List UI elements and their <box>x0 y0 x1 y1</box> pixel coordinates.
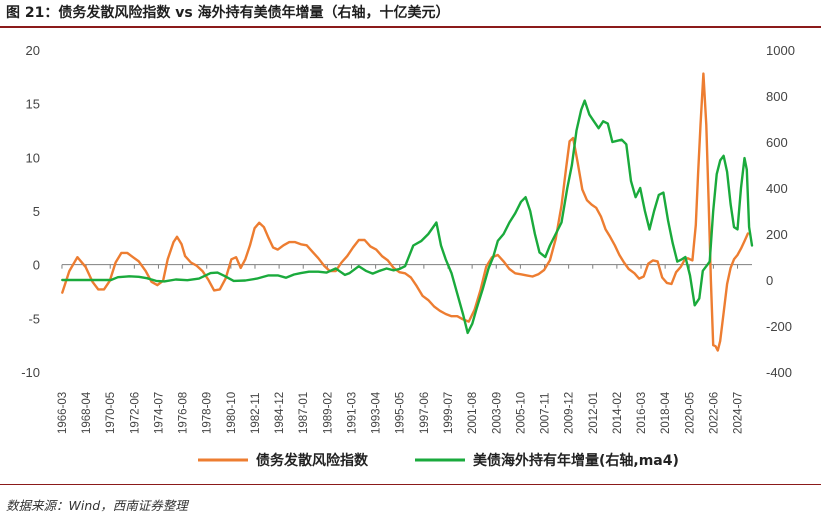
left-tick-label: 0 <box>33 258 40 273</box>
series-lines <box>61 72 754 352</box>
right-tick-label: 400 <box>766 181 788 196</box>
left-tick-label: -5 <box>28 311 40 326</box>
x-tick-label: 1982-11 <box>250 393 262 434</box>
x-tick-label: 1974-07 <box>153 392 165 434</box>
x-tick-label: 1976-08 <box>178 392 190 434</box>
x-tick-label: 1995-05 <box>395 392 407 434</box>
x-tick-label: 2014-02 <box>612 392 624 434</box>
x-tick-label: 1966-03 <box>57 392 69 434</box>
x-tick-label: 2022-06 <box>708 392 720 434</box>
x-tick-label: 1997-06 <box>419 392 431 434</box>
x-tick-label: 1987-01 <box>298 392 310 434</box>
x-tick-label: 1980-10 <box>226 392 238 434</box>
series-line-debt-risk <box>61 72 750 352</box>
x-tick-label: 2005-10 <box>515 392 527 434</box>
left-tick-label: 15 <box>26 97 40 112</box>
right-tick-label: 0 <box>766 273 773 288</box>
legend: 债务发散风险指数 美债海外持有年增量(右轴,ma4) <box>198 452 679 469</box>
x-tick-label: 1999-07 <box>443 392 455 434</box>
legend-label-foreign-holdings: 美债海外持有年增量(右轴,ma4) <box>473 452 679 469</box>
x-tick-label: 1993-04 <box>371 391 383 434</box>
x-tick-label: 2018-04 <box>660 391 672 434</box>
x-tick-label: 1978-09 <box>202 392 214 434</box>
x-tick-label: 1972-06 <box>129 392 141 434</box>
left-tick-label: 10 <box>26 150 40 165</box>
x-tick-label: 1984-12 <box>274 392 286 434</box>
right-tick-label: 200 <box>766 227 788 242</box>
x-tick-label: 1989-02 <box>322 392 334 434</box>
right-axis-ticks: 1000 800 600 400 200 0 -200 -400 <box>766 43 795 380</box>
x-tick-label: 1970-05 <box>105 392 117 434</box>
right-tick-label: -400 <box>766 365 792 380</box>
x-axis: 1966-03 1968-04 1970-05 1972-06 1974-07 1976-… <box>57 264 752 434</box>
left-tick-label: 5 <box>33 204 40 219</box>
left-tick-label: -10 <box>21 365 40 380</box>
left-tick-label: 20 <box>26 43 40 58</box>
x-tick-label: 2003-09 <box>491 392 503 434</box>
title-rule <box>0 26 821 28</box>
left-axis-ticks: 20 15 10 5 0 -5 -10 <box>21 43 40 380</box>
x-tick-label: 2016-03 <box>636 392 648 434</box>
right-tick-label: -200 <box>766 319 792 334</box>
x-tick-label: 2012-01 <box>588 392 600 434</box>
x-tick-label: 2009-12 <box>564 392 576 434</box>
right-tick-label: 800 <box>766 89 788 104</box>
x-tick-label: 1991-03 <box>346 392 358 434</box>
right-tick-label: 600 <box>766 135 788 150</box>
x-tick-label: 2007-11 <box>540 393 552 434</box>
x-tick-label: 2024-07 <box>733 392 745 434</box>
x-tick-label: 2001-08 <box>467 392 479 434</box>
legend-label-debt-risk: 债务发散风险指数 <box>256 452 369 469</box>
right-tick-label: 1000 <box>766 43 795 58</box>
chart-title: 图 21：债务发散风险指数 vs 海外持有美债年增量（右轴，十亿美元） <box>6 5 450 21</box>
x-tick-label: 2020-05 <box>684 392 696 434</box>
data-source: 数据来源：Wind，西南证券整理 <box>6 498 188 513</box>
series-line-foreign-holdings <box>61 99 754 335</box>
source-rule <box>0 484 821 485</box>
x-tick-label: 1968-04 <box>81 391 93 434</box>
